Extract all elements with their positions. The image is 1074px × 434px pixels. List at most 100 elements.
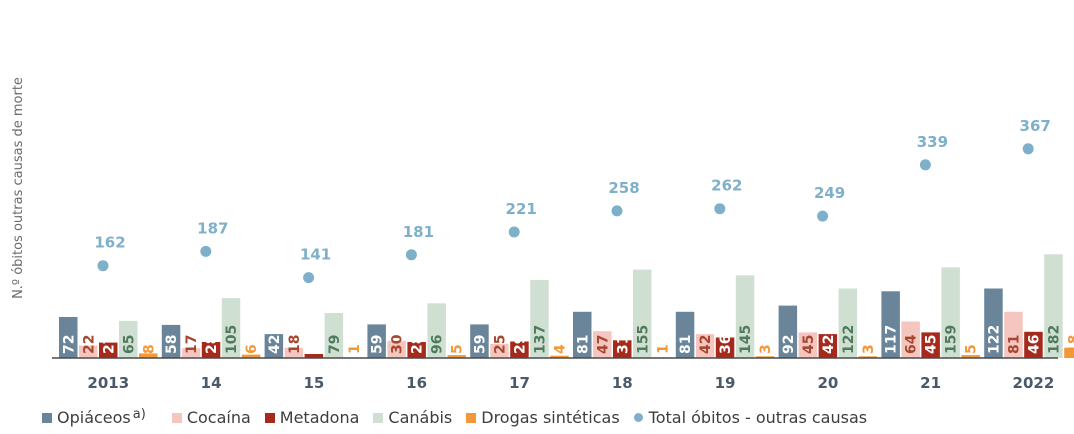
data-label-cocaina-16: 30 bbox=[390, 334, 406, 354]
data-label-cocaina-2022: 81 bbox=[1006, 335, 1022, 354]
data-label-opiaceos-18: 81 bbox=[575, 335, 591, 354]
bar-drogas-sinteticas-2013 bbox=[139, 353, 158, 358]
bar-cocaina-14 bbox=[181, 348, 201, 358]
legend-item-drogas-sinteticas: Drogas sintéticas bbox=[466, 408, 620, 427]
bar-opiaceos-2013 bbox=[59, 317, 78, 358]
bar-drogas-sinteticas-14 bbox=[241, 354, 261, 358]
bar-cocaina-17 bbox=[490, 343, 509, 358]
bar-metadona-16 bbox=[407, 342, 426, 358]
legend-note-opiaceos: a) bbox=[132, 407, 146, 422]
bar-opiaceos-17 bbox=[470, 324, 489, 358]
x-tick-20: 20 bbox=[817, 374, 838, 392]
data-label-opiaceos-19: 81 bbox=[678, 335, 694, 354]
bar-cocaina-2013 bbox=[79, 345, 98, 358]
legend-item-total: Total óbitos - outras causas bbox=[633, 408, 868, 427]
bar-cocaina-20 bbox=[798, 332, 818, 358]
bar-drogas-sinteticas-2022 bbox=[1064, 347, 1074, 358]
x-tick-16: 16 bbox=[406, 374, 427, 392]
data-label-metadona-15: 7 bbox=[307, 344, 323, 354]
data-label-canabis-2022: 182 bbox=[1046, 325, 1062, 354]
data-label-drogas-sinteticas-20: 3 bbox=[861, 344, 877, 354]
data-label-drogas-sinteticas-18: 1 bbox=[655, 344, 671, 354]
data-label-metadona-18: 31 bbox=[615, 335, 631, 354]
data-label-canabis-20: 122 bbox=[841, 325, 857, 354]
data-label-metadona-17: 29 bbox=[513, 335, 529, 354]
bar-metadona-17 bbox=[510, 341, 529, 358]
total-label-14: 187 bbox=[197, 219, 228, 237]
bar-canabis-16 bbox=[427, 303, 446, 358]
total-label-16: 181 bbox=[403, 223, 434, 241]
data-label-cocaina-2013: 22 bbox=[81, 335, 97, 354]
data-label-canabis-18: 155 bbox=[635, 325, 651, 354]
legend-dot-total bbox=[633, 413, 643, 422]
x-tick-18: 18 bbox=[612, 374, 633, 392]
legend-swatch-drogas-sinteticas bbox=[466, 412, 477, 423]
data-label-canabis-19: 145 bbox=[738, 325, 754, 354]
legend-item-canabis: Canábis bbox=[373, 408, 452, 427]
total-points-group: 162 187 141 181 221 258 262 249 339 367 bbox=[94, 117, 1051, 284]
x-tick-2022: 2022 bbox=[1013, 374, 1055, 392]
bar-metadona-15 bbox=[304, 354, 324, 358]
bar-cocaina-15 bbox=[284, 347, 304, 358]
legend-label-cocaina: Cocaína bbox=[186, 408, 251, 427]
legend-swatch-cocaina bbox=[171, 412, 182, 423]
total-label-17: 221 bbox=[506, 200, 537, 218]
bar-metadona-18 bbox=[613, 340, 632, 358]
bar-cocaina-18 bbox=[593, 331, 612, 358]
legend-item-cocaina: Cocaína bbox=[171, 408, 251, 427]
chart: N.º óbitos outras causas de morte 72 22 27… bbox=[11, 77, 1074, 392]
data-label-metadona-19: 36 bbox=[718, 335, 734, 354]
legend-label-total: Total óbitos - outras causas bbox=[648, 408, 868, 427]
total-point-14 bbox=[200, 245, 212, 257]
data-label-cocaina-17: 25 bbox=[492, 335, 508, 354]
data-label-opiaceos-14: 58 bbox=[164, 335, 180, 354]
data-label-drogas-sinteticas-15: 1 bbox=[347, 344, 363, 354]
data-label-opiaceos-20: 92 bbox=[781, 335, 797, 354]
bar-opiaceos-15 bbox=[264, 334, 284, 358]
bar-metadona-2022 bbox=[1024, 331, 1043, 358]
data-label-metadona-2022: 46 bbox=[1026, 335, 1042, 354]
data-label-metadona-16: 28 bbox=[410, 335, 426, 354]
legend-swatch-canabis bbox=[373, 412, 384, 423]
x-tick-21: 21 bbox=[920, 374, 941, 392]
total-label-19: 262 bbox=[711, 177, 742, 195]
bar-cocaina-21 bbox=[901, 321, 920, 358]
bar-canabis-14 bbox=[221, 298, 241, 358]
bar-cocaina-19 bbox=[695, 334, 715, 358]
data-label-canabis-21: 159 bbox=[944, 325, 960, 354]
data-label-canabis-2013: 65 bbox=[121, 335, 137, 354]
total-point-16 bbox=[405, 249, 417, 261]
bar-metadona-21 bbox=[921, 332, 940, 358]
data-label-drogas-sinteticas-19: 3 bbox=[758, 344, 774, 354]
bar-opiaceos-14 bbox=[161, 324, 181, 358]
bar-canabis-17 bbox=[530, 279, 549, 358]
bar-drogas-sinteticas-20 bbox=[858, 356, 878, 358]
legend-item-metadona: Metadona bbox=[264, 408, 359, 427]
data-label-opiaceos-2022: 122 bbox=[986, 325, 1002, 354]
bar-cocaina-16 bbox=[387, 340, 406, 358]
bar-canabis-2022 bbox=[1044, 254, 1063, 358]
x-tick-2013: 2013 bbox=[87, 374, 129, 392]
bar-metadona-2013 bbox=[99, 342, 118, 358]
total-point-2013 bbox=[97, 260, 109, 272]
total-label-15: 141 bbox=[300, 246, 331, 264]
data-label-cocaina-18: 47 bbox=[595, 335, 611, 354]
bar-canabis-21 bbox=[941, 267, 960, 358]
data-label-metadona-2013: 27 bbox=[101, 335, 117, 354]
data-label-drogas-sinteticas-2013: 8 bbox=[141, 344, 157, 354]
bar-opiaceos-19 bbox=[675, 311, 695, 358]
data-label-canabis-14: 105 bbox=[224, 325, 240, 354]
legend: Opiáceos a) Cocaína Metadona Canábis Dro… bbox=[42, 407, 881, 427]
bar-opiaceos-20 bbox=[778, 305, 798, 358]
total-label-18: 258 bbox=[608, 179, 639, 197]
x-tick-14: 14 bbox=[201, 374, 222, 392]
data-label-drogas-sinteticas-2022: 18 bbox=[1066, 335, 1074, 354]
legend-label-drogas-sinteticas: Drogas sintéticas bbox=[481, 408, 620, 427]
bar-opiaceos-2022 bbox=[984, 288, 1003, 358]
data-label-cocaina-15: 18 bbox=[287, 335, 303, 354]
legend-label-opiaceos: Opiáceos bbox=[57, 408, 131, 427]
data-label-opiaceos-15: 42 bbox=[267, 335, 283, 354]
data-label-cocaina-19: 42 bbox=[698, 335, 714, 354]
total-point-20 bbox=[817, 210, 829, 222]
bar-drogas-sinteticas-17 bbox=[550, 355, 569, 358]
